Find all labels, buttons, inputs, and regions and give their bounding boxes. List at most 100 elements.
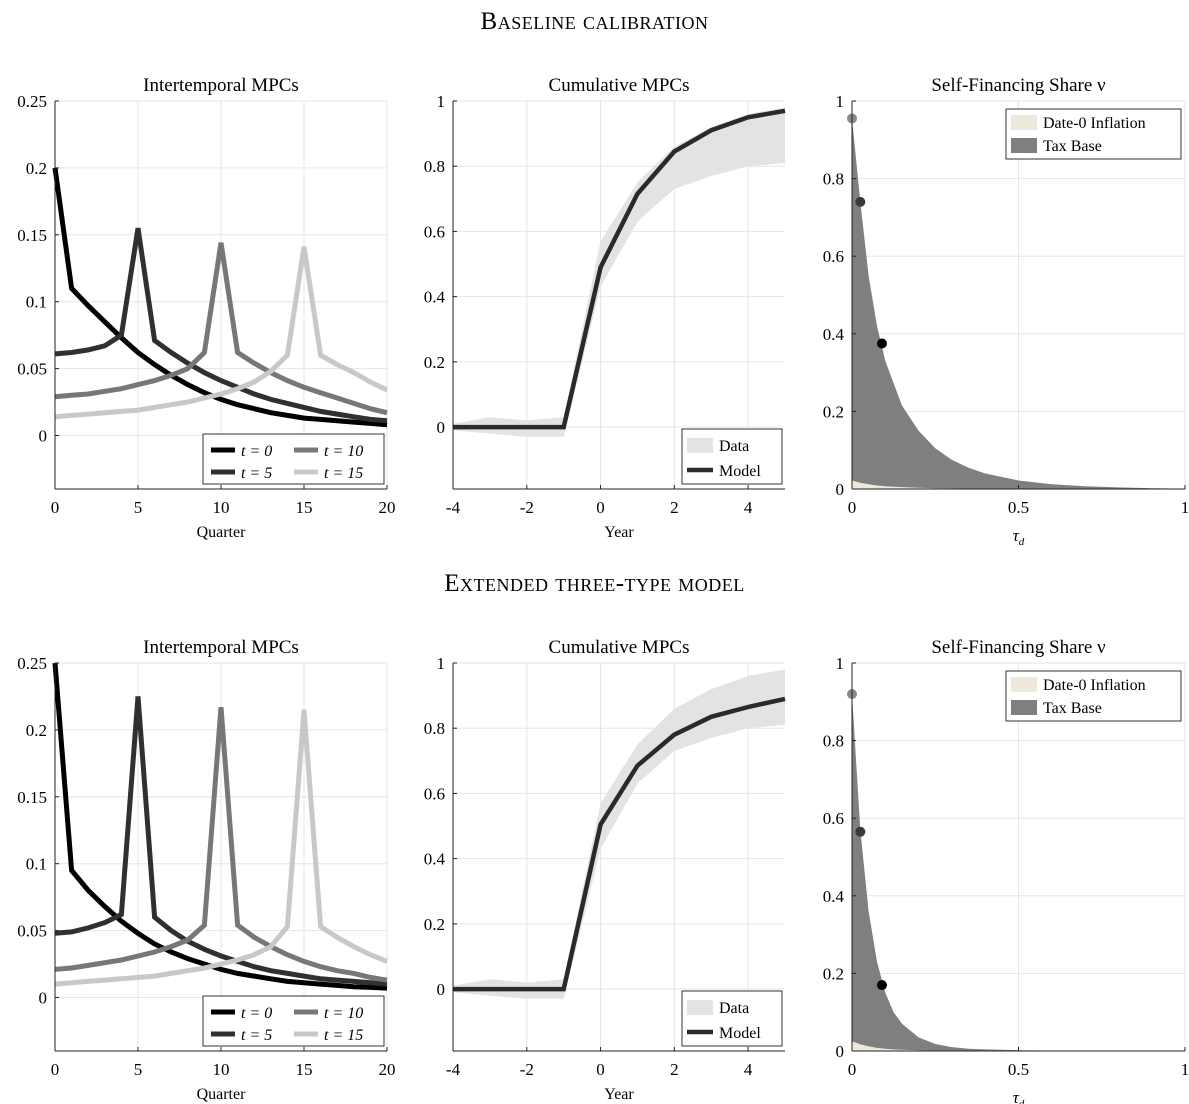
extended-cumulative-legend-swatch-0 (687, 1000, 713, 1015)
baseline-intertemporal-title: Intertemporal MPCs (143, 75, 299, 96)
baseline-cumulative-ytick-label-5: 1 (437, 92, 446, 111)
extended-cumulative-data-band (453, 669, 785, 999)
extended-cumulative-legend-label-1: Model (719, 1025, 761, 1042)
extended-self-financing-legend-swatch-1 (1011, 700, 1037, 715)
extended-self-financing-xtick-label-0: 0 (848, 1060, 857, 1079)
baseline-cumulative-model-line (453, 108, 786, 430)
extended-intertemporal-xtick-label-4: 20 (379, 1060, 396, 1079)
baseline-intertemporal-legend-box (202, 433, 385, 485)
baseline-cumulative-legend: Data Model (681, 428, 783, 485)
baseline-intertemporal-ytick-label-1: 0.05 (17, 360, 47, 379)
baseline-cumulative-panel: -4 -2 0 2 4 0 0.2 0.4 0.6 0.8 1 Cumulative MPCs Year… (424, 75, 786, 541)
baseline-intertemporal-legend-label-0: t = 0 (241, 443, 272, 460)
extended-cumulative-ytick-label-1: 0.2 (424, 915, 445, 934)
baseline-cumulative-xtick-label-2: 0 (596, 498, 605, 517)
baseline-cumulative-ytick-label-1: 0.2 (424, 353, 445, 372)
baseline-intertemporal-ytick-label-5: 0.25 (17, 92, 47, 111)
extended-self-financing-ytick-label-3: 0.6 (823, 809, 844, 828)
baseline-intertemporal-legend-label-1: t = 5 (241, 465, 272, 482)
baseline-intertemporal-ytick-label-4: 0.2 (26, 159, 47, 178)
baseline-self-financing-inflation-area (852, 480, 1185, 489)
baseline-self-financing-legend-label-1: Tax Base (1043, 138, 1102, 155)
baseline-intertemporal-xtick-label-4: 20 (379, 498, 396, 517)
baseline-self-financing-panel: 0 0.5 1 0 0.2 0.4 0.6 0.8 1 Self-Financing Share … (823, 75, 1189, 548)
extended-cumulative-model-line (453, 696, 786, 992)
baseline-self-financing-xlabel-sub: d (1019, 536, 1025, 548)
extended-cumulative-legend: Data Model (681, 990, 783, 1047)
baseline-self-financing-point-1 (855, 196, 866, 207)
extended-self-financing-legend-label-0: Date-0 Inflation (1043, 677, 1146, 694)
extended-cumulative-ytick-label-5: 1 (437, 654, 446, 673)
baseline-intertemporal-ytick-label-3: 0.15 (17, 226, 47, 245)
baseline-self-financing-xtick-label-1: 0.5 (1008, 498, 1029, 517)
baseline-cumulative-legend-box (681, 428, 783, 485)
extended-intertemporal-legend-label-1: t = 5 (241, 1027, 272, 1044)
baseline-intertemporal-series-t15 (54, 246, 389, 420)
extended-cumulative-panel: -4 -2 0 2 4 0 0.2 0.4 0.6 0.8 1 Cumulative MPCs Year… (424, 637, 786, 1103)
extended-intertemporal-ytick-label-4: 0.2 (26, 721, 47, 740)
section-title-extended: Extended three-type model (444, 570, 745, 597)
baseline-intertemporal-legend-label-2: t = 10 (324, 443, 363, 460)
baseline-self-financing-title: Self-Financing Share ν (931, 75, 1106, 96)
baseline-intertemporal-series-t5 (54, 227, 388, 424)
baseline-self-financing-legend-label-0: Date-0 Inflation (1043, 115, 1146, 132)
baseline-self-financing-legend: Date-0 Inflation Tax Base (1005, 108, 1182, 160)
baseline-intertemporal-ytick-label-0: 0 (39, 426, 48, 445)
extended-cumulative-xlabel: Year (604, 1086, 634, 1103)
baseline-self-financing-legend-swatch-0 (1011, 115, 1037, 130)
baseline-cumulative-title: Cumulative MPCs (549, 75, 690, 96)
baseline-self-financing-ytick-label-4: 0.8 (823, 170, 844, 189)
extended-intertemporal-xlabel: Quarter (197, 1086, 247, 1103)
extended-intertemporal-ytick-label-1: 0.05 (17, 922, 47, 941)
baseline-cumulative-legend-label-1: Model (719, 463, 761, 480)
baseline-self-financing-xtick-label-2: 1 (1181, 498, 1189, 517)
extended-intertemporal-ytick-label-5: 0.25 (17, 654, 47, 673)
extended-cumulative-xtick-label-3: 2 (670, 1060, 679, 1079)
baseline-intertemporal-xtick-label-2: 10 (213, 498, 230, 517)
extended-cumulative-ytick-label-3: 0.6 (424, 784, 445, 803)
extended-self-financing-tax-base-area (852, 694, 1185, 1051)
extended-cumulative-ytick-label-2: 0.4 (424, 850, 446, 869)
baseline-intertemporal-legend: t = 0 t = 5 t = 10 t = 15 (202, 433, 385, 485)
baseline-cumulative-legend-swatch-0 (687, 438, 713, 453)
extended-intertemporal-series-t10 (54, 707, 388, 983)
baseline-self-financing-tax-base-area (852, 118, 1185, 489)
extended-self-financing-ytick-label-4: 0.8 (823, 732, 844, 751)
baseline-cumulative-ytick-label-0: 0 (437, 418, 446, 437)
extended-intertemporal-legend-label-3: t = 15 (324, 1027, 363, 1044)
extended-self-financing-legend-label-1: Tax Base (1043, 700, 1102, 717)
extended-self-financing-title: Self-Financing Share ν (931, 637, 1106, 658)
baseline-intertemporal-series-t10 (54, 242, 388, 416)
baseline-intertemporal-xlabel: Quarter (197, 524, 247, 541)
extended-self-financing-xtick-label-1: 0.5 (1008, 1060, 1029, 1079)
baseline-cumulative-ytick-label-2: 0.4 (424, 288, 446, 307)
extended-cumulative-ytick-label-4: 0.8 (424, 719, 445, 738)
extended-intertemporal-legend: t = 0 t = 5 t = 10 t = 15 (202, 995, 385, 1047)
extended-intertemporal-xtick-label-0: 0 (51, 1060, 60, 1079)
baseline-self-financing-legend-swatch-1 (1011, 138, 1037, 153)
baseline-cumulative-xtick-label-0: -4 (446, 498, 461, 517)
extended-self-financing-legend: Date-0 Inflation Tax Base (1005, 670, 1182, 722)
baseline-intertemporal-xtick-label-3: 15 (296, 498, 313, 517)
extended-intertemporal-legend-box (202, 995, 385, 1047)
extended-intertemporal-xtick-label-3: 15 (296, 1060, 313, 1079)
baseline-self-financing-point-2 (876, 338, 887, 349)
extended-cumulative-title: Cumulative MPCs (549, 637, 690, 658)
baseline-self-financing-xtick-label-0: 0 (848, 498, 857, 517)
baseline-self-financing-ytick-label-1: 0.2 (823, 402, 844, 421)
extended-self-financing-point-2 (876, 980, 887, 991)
baseline-intertemporal-xtick-label-0: 0 (51, 498, 60, 517)
baseline-self-financing-ytick-label-5: 1 (836, 92, 845, 111)
baseline-intertemporal-xtick-label-1: 5 (134, 498, 143, 517)
baseline-cumulative-ytick-label-3: 0.6 (424, 222, 445, 241)
extended-self-financing-ytick-label-5: 1 (836, 654, 845, 673)
extended-intertemporal-series-t5 (54, 696, 388, 987)
extended-intertemporal-ytick-label-3: 0.15 (17, 788, 47, 807)
baseline-cumulative-xtick-label-4: 4 (744, 498, 753, 517)
extended-cumulative-xtick-label-0: -4 (446, 1060, 461, 1079)
extended-intertemporal-series-t15 (54, 709, 388, 987)
extended-self-financing-ytick-label-2: 0.4 (823, 887, 845, 906)
extended-intertemporal-series-t0 (52, 662, 388, 991)
extended-cumulative-ytick-label-0: 0 (437, 980, 446, 999)
